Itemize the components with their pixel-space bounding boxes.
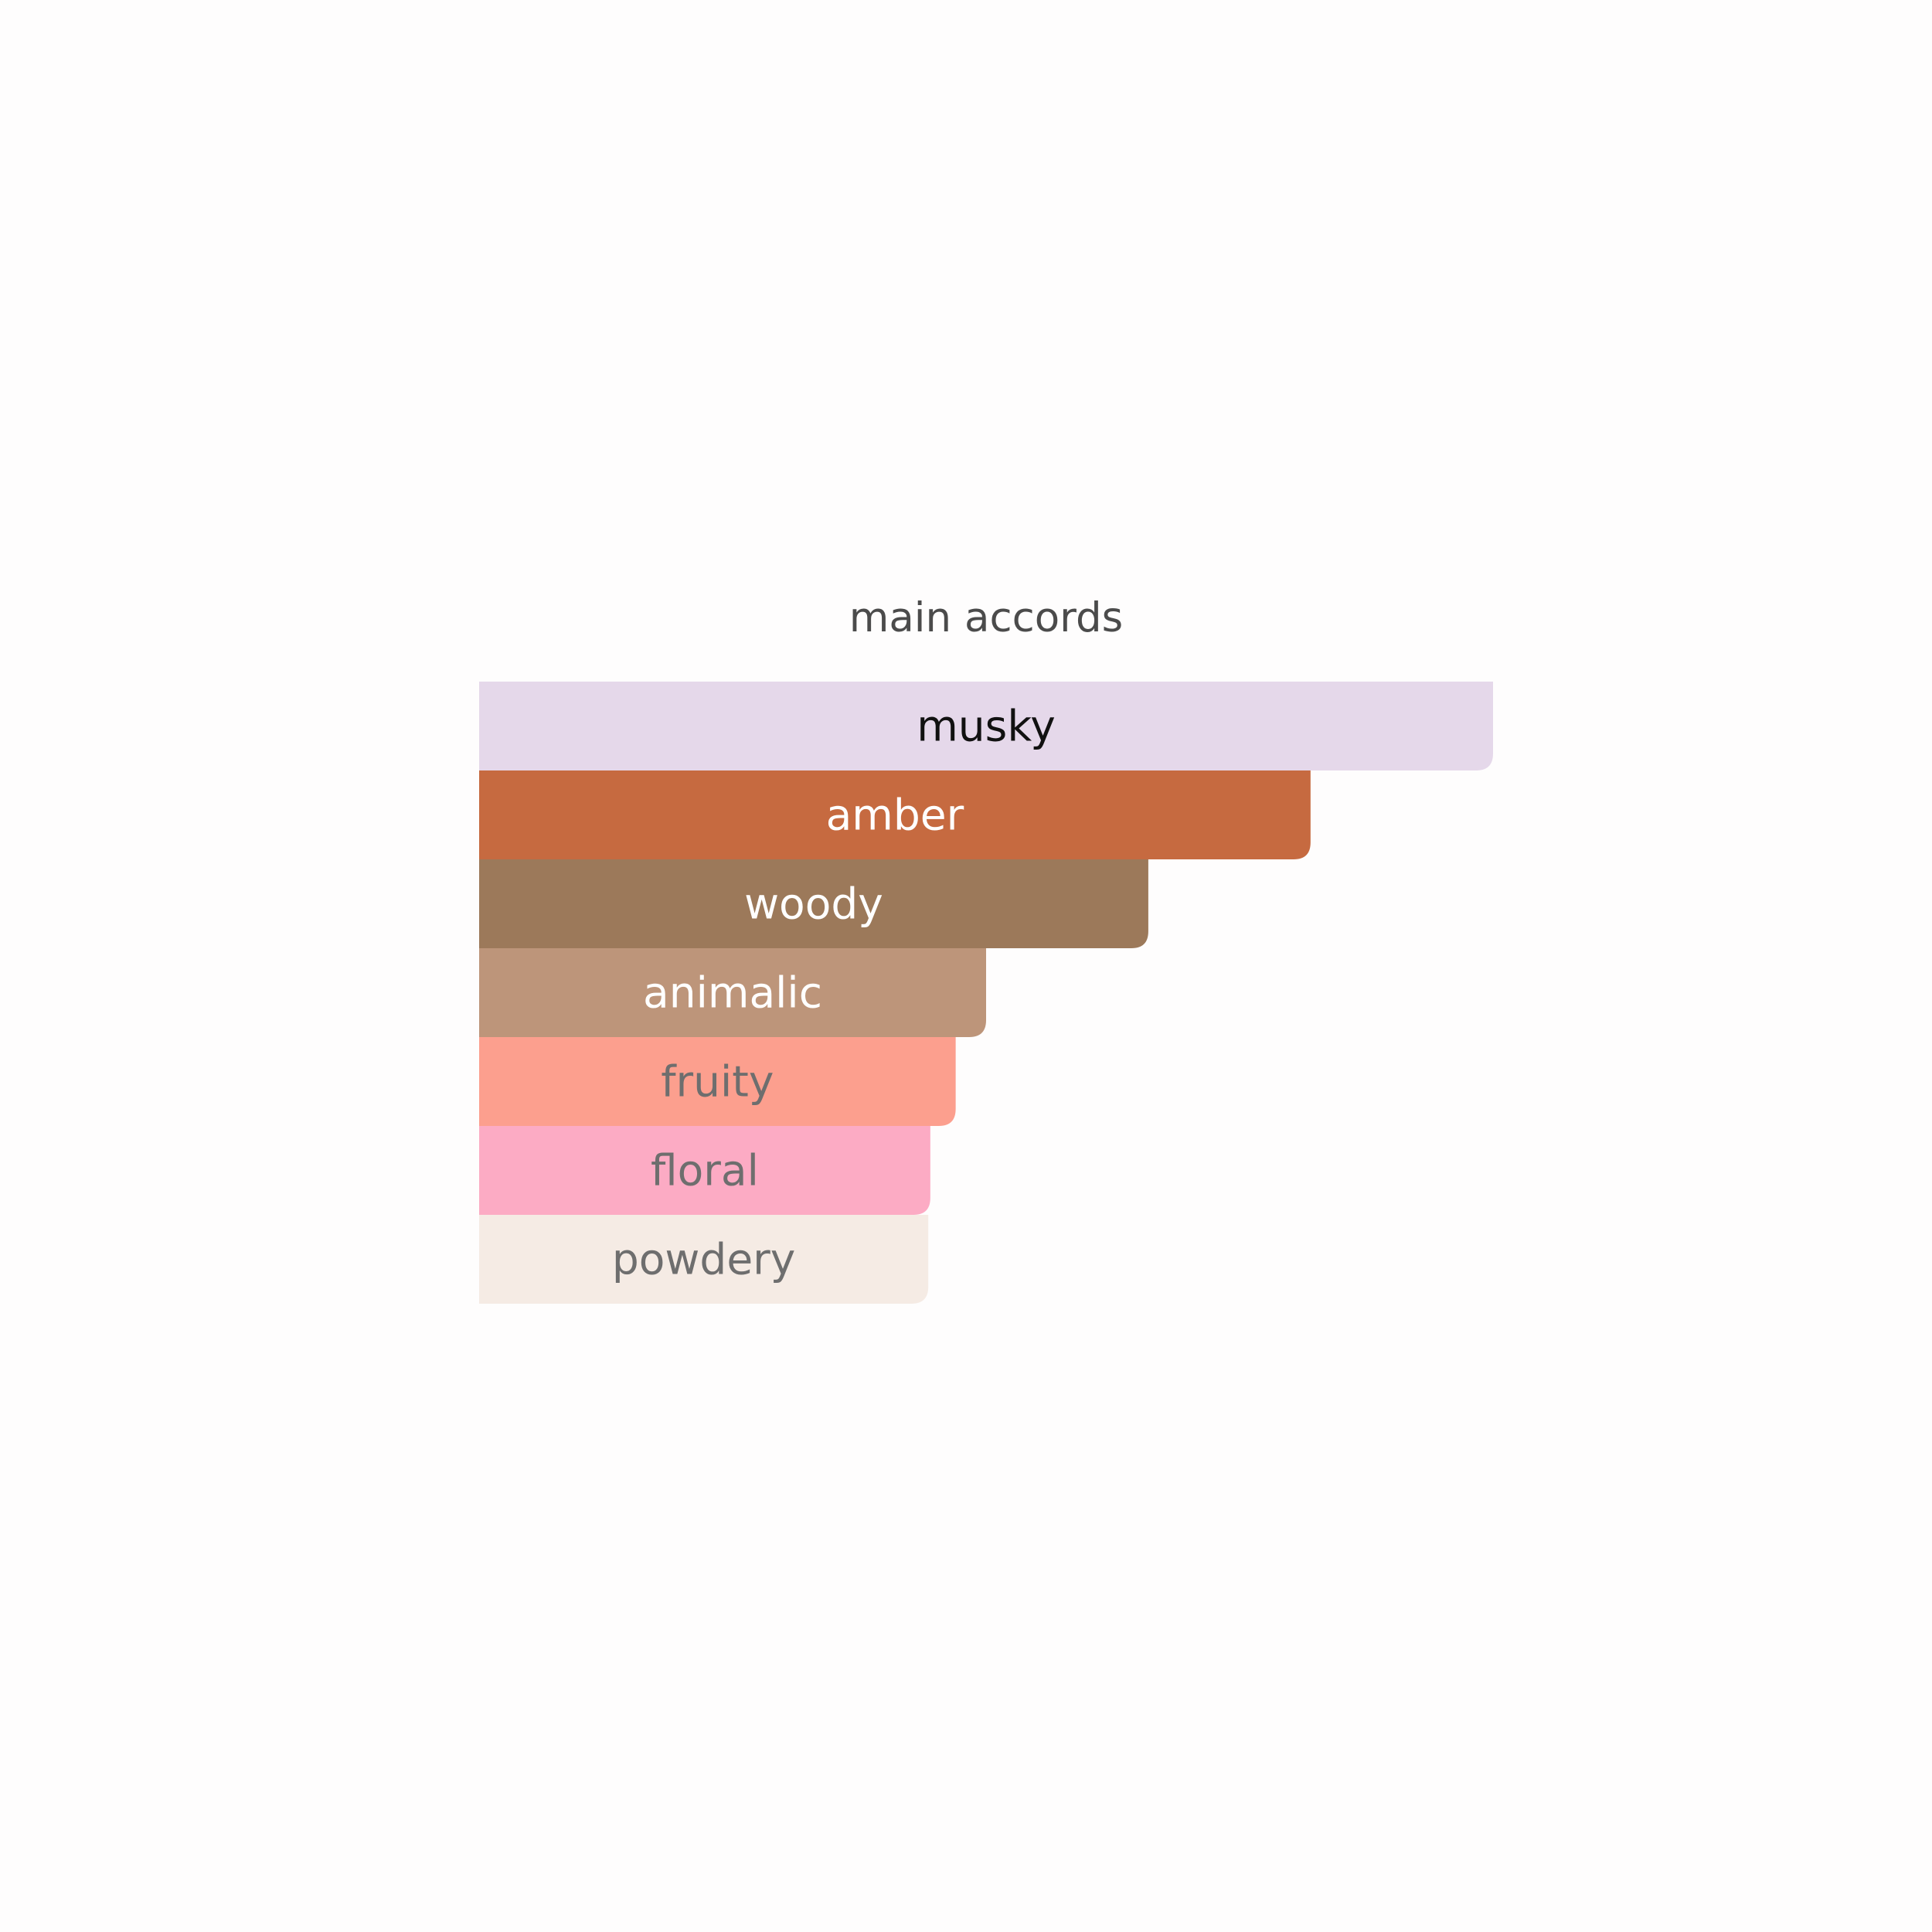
- accord-bar-group-musky: musky: [479, 682, 1493, 770]
- accord-bar-group-amber: amber: [479, 770, 1311, 859]
- accord-label-amber: amber: [826, 791, 964, 840]
- accord-bar-group-fruity: fruity: [479, 1037, 956, 1126]
- accord-label-powdery: powdery: [612, 1235, 795, 1284]
- accord-bar-powdery: [479, 1215, 929, 1304]
- main-accords-panel: main accords musky amber woody animalic frui…: [479, 587, 1493, 1311]
- accord-label-fruity: fruity: [661, 1057, 774, 1107]
- accord-bar-animalic: [479, 948, 986, 1037]
- accord-bar-musky: [479, 682, 1493, 770]
- accord-bar-group-floral: floral: [479, 1126, 930, 1215]
- accord-label-musky: musky: [917, 702, 1056, 751]
- chart-title: main accords: [849, 594, 1124, 641]
- accord-label-woody: woody: [744, 879, 883, 929]
- accord-bar-amber: [479, 770, 1311, 859]
- accord-label-floral: floral: [651, 1146, 759, 1196]
- accord-bar-group-powdery: powdery: [479, 1215, 929, 1304]
- accords-bar-chart: musky amber woody animalic fruity floral powde…: [479, 682, 1493, 1304]
- accord-label-animalic: animalic: [643, 968, 822, 1018]
- accord-bar-group-woody: woody: [479, 859, 1148, 948]
- accord-bar-fruity: [479, 1037, 956, 1126]
- accord-bar-group-animalic: animalic: [479, 948, 986, 1037]
- accord-bar-woody: [479, 859, 1148, 948]
- accord-bar-floral: [479, 1126, 930, 1215]
